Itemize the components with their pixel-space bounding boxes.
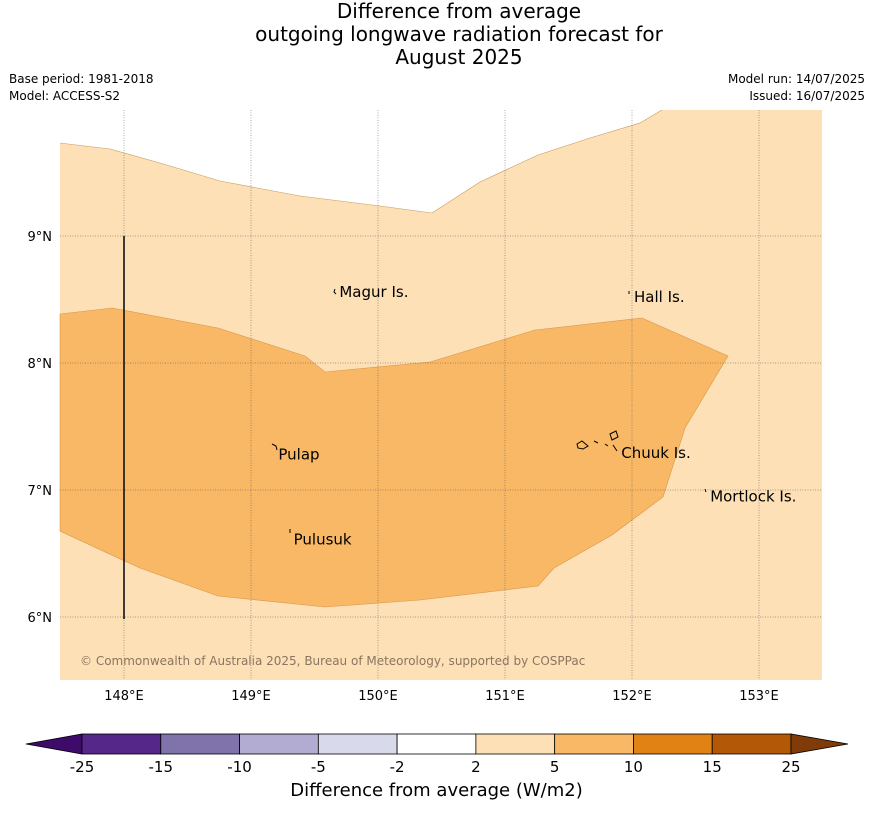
neutral-region [60,110,662,213]
island-mortlock [704,488,707,493]
colorbar-tick-label: -10 [227,758,252,776]
lat-tick-label: 7°N [28,484,53,499]
place-label: Mortlock Is. [710,487,796,505]
island-chuuk-lagoon-3 [604,443,609,447]
issued-date: Issued: 16/07/2025 [749,89,865,103]
title-line-3: August 2025 [395,45,523,69]
lon-tick-label: 152°E [612,689,652,704]
colorbar-tick-label: 10 [624,758,643,776]
colorbar-tick-label: -2 [390,758,405,776]
colorbar-tick-label: 25 [781,758,800,776]
map-title: Difference from average outgoing longwav… [0,0,873,69]
meta-left: Base period: 1981-2018 Model: ACCESS-S2 [9,71,154,105]
lat-tick-label: 8°N [28,357,53,372]
colorbar-bin [81,733,162,755]
colorbar-extend-low [25,733,83,755]
place-label: Hall Is. [634,288,685,306]
colorbar-bin [317,733,398,755]
title-line-2: outgoing longwave radiation forecast for [255,22,663,46]
lon-tick-label: 148°E [104,689,144,704]
colorbar-bin [239,733,319,755]
lon-tick-label: 150°E [358,689,398,704]
colorbar-bin [160,733,240,755]
island-pulap [271,443,278,451]
colorbar-label: Difference from average (W/m2) [290,780,583,801]
place-labels: Magur Is. Hall Is. Pulap Chuuk Is. Mortlock … [278,283,796,549]
longitude-labels: 148°E 149°E 150°E 151°E 152°E 153°E [104,689,779,704]
base-period: Base period: 1981-2018 [9,72,154,86]
colorbar-bin [633,733,713,755]
lon-tick-label: 149°E [231,689,271,704]
colorbar-bin [396,733,477,755]
meta-right: Model run: 14/07/2025 Issued: 16/07/2025 [728,71,865,105]
colorbar-tick-label: -15 [149,758,174,776]
model-run: Model run: 14/07/2025 [727,72,865,86]
colorbar-bin [711,733,792,755]
colorbar-tick-label: 2 [471,758,481,776]
colorbar-tick-label: -25 [70,758,95,776]
colorbar-bin [554,733,634,755]
island-chuuk-lagoon-5 [612,444,618,452]
island-magur [333,288,337,295]
colorbar-bin [475,733,556,755]
colorbar-tick-label: -5 [311,758,326,776]
lon-tick-label: 151°E [485,689,525,704]
lon-tick-label: 153°E [739,689,779,704]
place-label: Chuuk Is. [621,444,690,462]
latitude-labels: 6°N 7°N 8°N 9°N [28,230,53,626]
place-label: Pulusuk [294,531,352,549]
island-chuuk-lagoon-2 [593,440,599,444]
island-chuuk-lagoon-1 [576,440,589,450]
model-name: Model: ACCESS-S2 [9,89,121,103]
colorbar-extend-high [790,733,849,755]
lat-tick-label: 6°N [28,611,53,626]
lat-tick-label: 9°N [28,230,53,245]
island-chuuk-lagoon-4 [609,430,619,441]
place-label: Pulap [278,445,319,463]
colorbar-tick-label: 15 [703,758,722,776]
colorbar: -25 -15 -10 -5 -2 2 5 10 15 25 [25,733,849,776]
title-line-1: Difference from average [336,0,582,23]
contour-line-2 [59,109,663,214]
copyright-notice: © Commonwealth of Australia 2025, Bureau… [80,654,585,668]
band-5-to-10 [59,307,729,608]
place-label: Magur Is. [339,283,408,301]
colorbar-tick-label: 5 [550,758,560,776]
island-outlines [271,288,707,533]
